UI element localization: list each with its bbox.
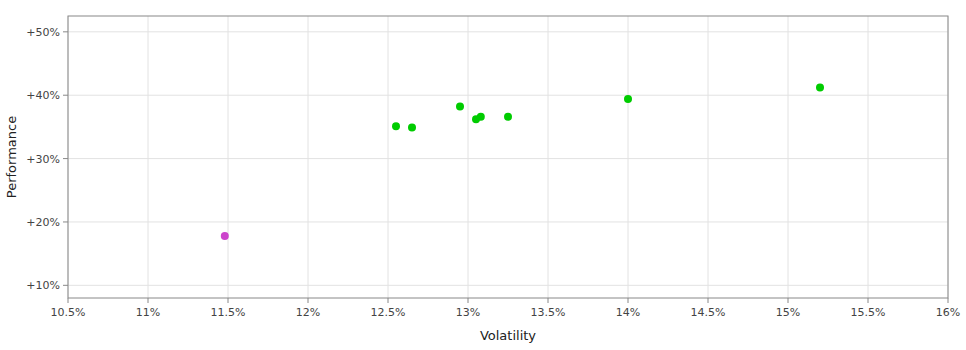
x-tick [68, 298, 69, 303]
point [456, 103, 464, 111]
y-grid-line [68, 221, 948, 222]
x-tick [788, 298, 789, 303]
x-tick [628, 298, 629, 303]
x-tick-label: 12% [296, 306, 320, 319]
x-tick-label: 13.5% [531, 306, 566, 319]
x-tick-label: 14.5% [691, 306, 726, 319]
x-tick [148, 298, 149, 303]
y-grid-line [68, 158, 948, 159]
x-grid-line [548, 16, 549, 298]
x-grid-line [468, 16, 469, 298]
x-tick-label: 16% [936, 306, 960, 319]
x-grid-line [388, 16, 389, 298]
y-tick-label: +30% [26, 153, 60, 166]
plot-frame [68, 16, 948, 298]
x-grid-line [708, 16, 709, 298]
point [624, 95, 632, 103]
x-tick-label: 15% [776, 306, 800, 319]
x-grid-line [788, 16, 789, 298]
point [504, 113, 512, 121]
y-grid-line [68, 31, 948, 32]
y-grid-line [68, 285, 948, 286]
axes: 10.5% 11% 11.5% 12% 12.5% 13% 13.5% 14% 14.5% 15%… [4, 16, 960, 343]
grid [68, 16, 948, 298]
series [221, 232, 229, 240]
x-tick [228, 298, 229, 303]
x-axis-label: Volatility [480, 328, 536, 343]
marks [221, 84, 824, 240]
x-grid-line [228, 16, 229, 298]
y-tick [63, 158, 68, 159]
x-tick-label: 11.5% [211, 306, 246, 319]
x-grid-line [868, 16, 869, 298]
y-tick-label: +20% [26, 216, 60, 229]
x-tick-label: 11% [136, 306, 160, 319]
point [221, 232, 229, 240]
y-tick [63, 221, 68, 222]
x-tick [468, 298, 469, 303]
y-axis-label: Performance [4, 116, 19, 198]
x-tick [388, 298, 389, 303]
x-tick-label: 15.5% [851, 306, 886, 319]
x-tick [308, 298, 309, 303]
x-tick-label: 14% [616, 306, 640, 319]
y-tick-label: +40% [26, 89, 60, 102]
x-tick-label: 12.5% [371, 306, 406, 319]
point [816, 84, 824, 92]
y-grid-line [68, 95, 948, 96]
x-tick [708, 298, 709, 303]
y-tick [63, 95, 68, 96]
x-grid-line [148, 16, 149, 298]
point [408, 124, 416, 132]
x-tick [948, 298, 949, 303]
x-tick [868, 298, 869, 303]
chart: 10.5% 11% 11.5% 12% 12.5% 13% 13.5% 14% 14.5% 15%… [0, 0, 966, 350]
y-tick-label: +50% [26, 26, 60, 39]
y-tick [63, 285, 68, 286]
page: {"chart_data": { "type": "scatter", "xla… [0, 0, 966, 350]
y-tick-label: +10% [26, 279, 60, 292]
point [392, 122, 400, 130]
x-tick-label: 13% [456, 306, 480, 319]
x-grid-line [628, 16, 629, 298]
x-tick-label: 10.5% [51, 306, 86, 319]
y-tick [63, 31, 68, 32]
series [392, 84, 824, 132]
point [477, 113, 485, 121]
x-tick [548, 298, 549, 303]
x-grid-line [308, 16, 309, 298]
